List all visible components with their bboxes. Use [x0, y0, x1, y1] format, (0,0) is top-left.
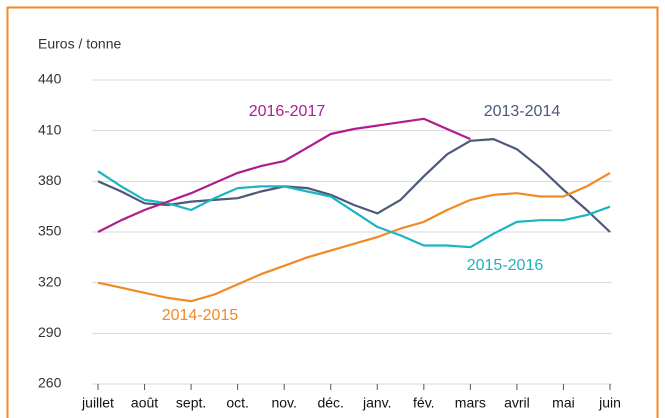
y-axis-label: Euros / tonne	[38, 36, 121, 52]
x-tick-label: juillet	[81, 395, 114, 411]
x-tick-label: juin	[598, 395, 621, 411]
x-tick-label: avril	[504, 395, 530, 411]
frame	[6, 6, 659, 418]
x-tick-label: janv.	[362, 395, 392, 411]
y-tick-label: 320	[38, 273, 62, 289]
y-tick-label: 410	[38, 121, 62, 137]
x-tick-label: mars	[455, 395, 486, 411]
series-label: 2016-2017	[249, 103, 326, 120]
series-label: 2013-2014	[484, 103, 561, 120]
x-tick-label: sept.	[176, 395, 206, 411]
y-tick-label: 290	[38, 324, 62, 340]
y-tick-label: 380	[38, 172, 62, 188]
series-line	[97, 171, 611, 303]
series-line	[97, 170, 611, 249]
y-tick-label: 440	[38, 71, 62, 87]
series-label: 2015-2016	[467, 257, 544, 274]
x-tick-label: mai	[552, 395, 575, 411]
y-tick-label: 350	[38, 223, 62, 239]
series-line	[97, 138, 611, 233]
series-label: 2014-2015	[162, 307, 239, 324]
x-tick-label: oct.	[226, 395, 249, 411]
series-line	[97, 117, 471, 233]
x-tick-label: nov.	[271, 395, 296, 411]
x-tick-label: fév.	[413, 395, 435, 411]
x-tick-label: déc.	[317, 395, 343, 411]
y-tick-label: 260	[38, 375, 62, 391]
x-tick-label: août	[131, 395, 158, 411]
